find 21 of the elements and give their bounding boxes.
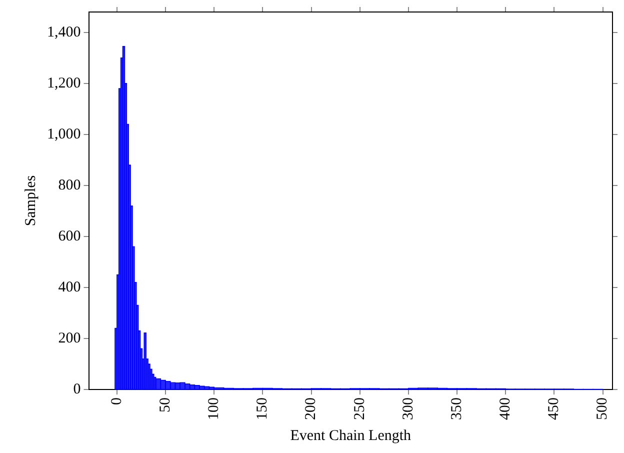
x-tick-label: 400: [498, 398, 514, 420]
y-tick-label: 400: [58, 279, 81, 296]
x-tick-label: 100: [206, 398, 222, 420]
x-tick-label: 300: [400, 398, 416, 420]
y-axis-title: Samples: [22, 175, 39, 226]
y-tick-label: 600: [58, 228, 81, 244]
x-tick-label: 450: [546, 398, 562, 420]
y-tick-label: 1,000: [47, 126, 81, 142]
y-tick-label: 1,200: [47, 75, 81, 92]
x-axis-title: Event Chain Length: [290, 428, 412, 444]
x-tick-label: 50: [157, 398, 174, 412]
x-tick-label: 350: [448, 398, 465, 420]
x-tick-label: 500: [594, 398, 611, 420]
x-tick-label: 200: [303, 398, 320, 420]
x-tick-label: 250: [352, 398, 368, 420]
y-tick-label: 1,400: [47, 24, 81, 40]
y-tick-label: 200: [58, 330, 81, 346]
x-tick-label: 0: [108, 398, 125, 405]
x-tick-label: 150: [254, 398, 271, 420]
y-tick-label: 800: [58, 177, 81, 194]
y-tick-label: 0: [73, 381, 81, 398]
